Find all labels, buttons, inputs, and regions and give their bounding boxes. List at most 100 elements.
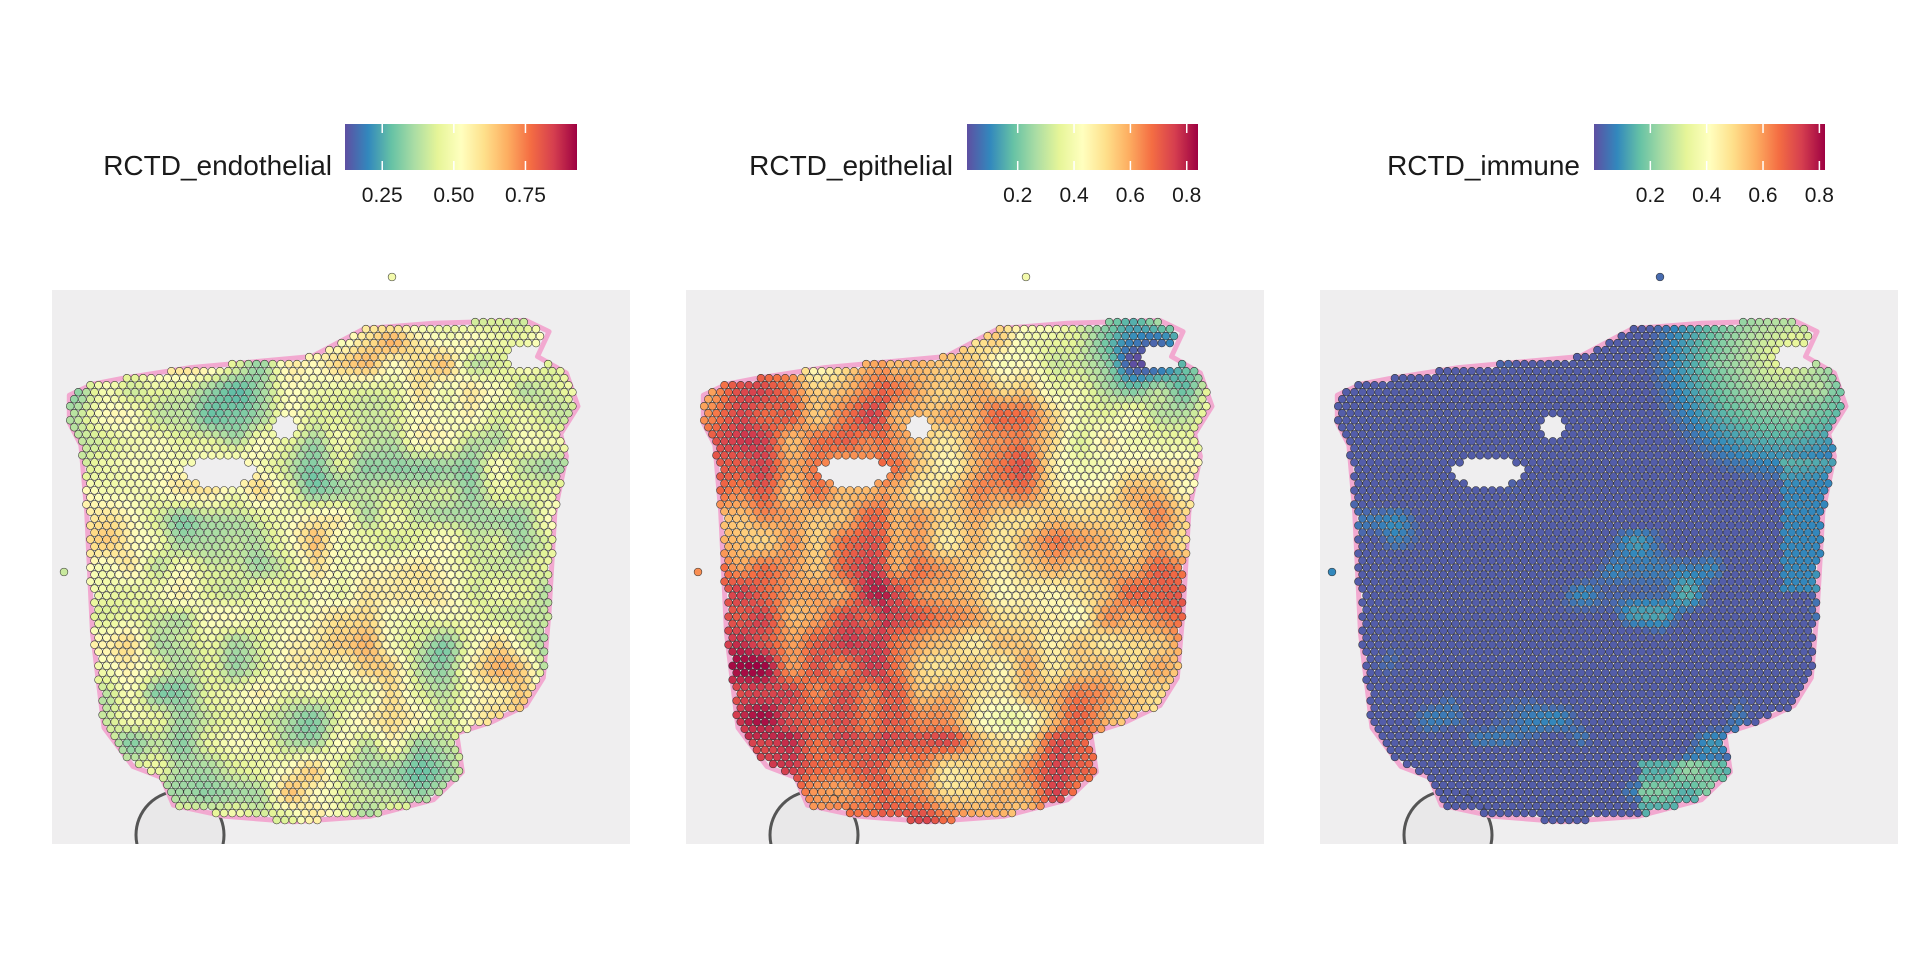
spot <box>459 325 467 333</box>
spot <box>407 669 415 677</box>
spot <box>1174 480 1182 488</box>
spot <box>488 627 496 635</box>
spot <box>749 430 757 438</box>
spot <box>245 655 253 663</box>
spot <box>139 473 147 481</box>
spot <box>1049 459 1057 467</box>
spot <box>403 325 411 333</box>
spot <box>810 451 818 459</box>
spot <box>1089 374 1097 382</box>
spot <box>1190 423 1198 431</box>
spot <box>346 802 354 810</box>
spot <box>338 634 346 642</box>
spot <box>777 494 785 502</box>
spot <box>1166 409 1174 417</box>
spot <box>415 557 423 565</box>
spot <box>265 634 273 642</box>
spot <box>1081 360 1089 368</box>
spot <box>1117 480 1125 488</box>
spot <box>1049 374 1057 382</box>
spot <box>95 409 103 417</box>
spot <box>415 739 423 747</box>
spot <box>232 367 240 375</box>
spot <box>240 788 248 796</box>
spot <box>721 409 729 417</box>
spot <box>508 409 516 417</box>
spot <box>447 473 455 481</box>
spot <box>192 550 200 558</box>
spot <box>224 760 232 768</box>
spot <box>232 508 240 516</box>
spot <box>216 564 224 572</box>
spot <box>721 423 729 431</box>
spot <box>265 690 273 698</box>
spot <box>1178 459 1186 467</box>
spot <box>484 437 492 445</box>
spot <box>419 676 427 684</box>
spot <box>1186 416 1194 424</box>
spot <box>245 557 253 565</box>
spot <box>447 374 455 382</box>
spot <box>99 697 107 705</box>
spot <box>147 753 155 761</box>
spot <box>115 641 123 649</box>
spot <box>257 592 265 600</box>
spot <box>139 529 147 537</box>
spot <box>528 613 536 621</box>
spot <box>265 508 273 516</box>
spot <box>1041 374 1049 382</box>
spot <box>257 634 265 642</box>
spot <box>204 430 212 438</box>
spot <box>773 501 781 509</box>
spot <box>285 697 293 705</box>
spot <box>309 711 317 719</box>
spot <box>1158 480 1166 488</box>
spot <box>1105 360 1113 368</box>
spot <box>172 487 180 495</box>
spot <box>131 711 139 719</box>
spot <box>423 543 431 551</box>
spot <box>419 423 427 431</box>
spot <box>741 402 749 410</box>
spot <box>338 578 346 586</box>
spot <box>769 423 777 431</box>
spot <box>228 487 236 495</box>
spot <box>500 339 508 347</box>
spot <box>293 655 301 663</box>
spot <box>725 388 733 396</box>
spot <box>471 430 479 438</box>
spot <box>1024 346 1032 354</box>
spot <box>479 360 487 368</box>
spot <box>224 494 232 502</box>
spot <box>798 388 806 396</box>
spot <box>536 543 544 551</box>
spot <box>1134 409 1142 417</box>
spot <box>846 388 854 396</box>
spot <box>536 613 544 621</box>
spot <box>1150 381 1158 389</box>
spot <box>524 522 532 530</box>
spot <box>1028 451 1036 459</box>
spot <box>528 627 536 635</box>
spot <box>447 613 455 621</box>
spot <box>407 543 415 551</box>
spot <box>123 402 131 410</box>
spot <box>354 732 362 740</box>
spot <box>95 676 103 684</box>
spot <box>810 395 818 403</box>
spot <box>1053 508 1061 516</box>
spot <box>168 788 176 796</box>
spot <box>366 374 374 382</box>
spot <box>1024 515 1032 523</box>
spot <box>492 395 500 403</box>
spot <box>447 599 455 607</box>
spot <box>721 395 729 403</box>
spot <box>443 522 451 530</box>
spot <box>378 494 386 502</box>
spot <box>107 543 115 551</box>
spot <box>111 522 119 530</box>
spot <box>362 423 370 431</box>
spot <box>394 578 402 586</box>
spot <box>1194 388 1202 396</box>
spot <box>907 395 915 403</box>
